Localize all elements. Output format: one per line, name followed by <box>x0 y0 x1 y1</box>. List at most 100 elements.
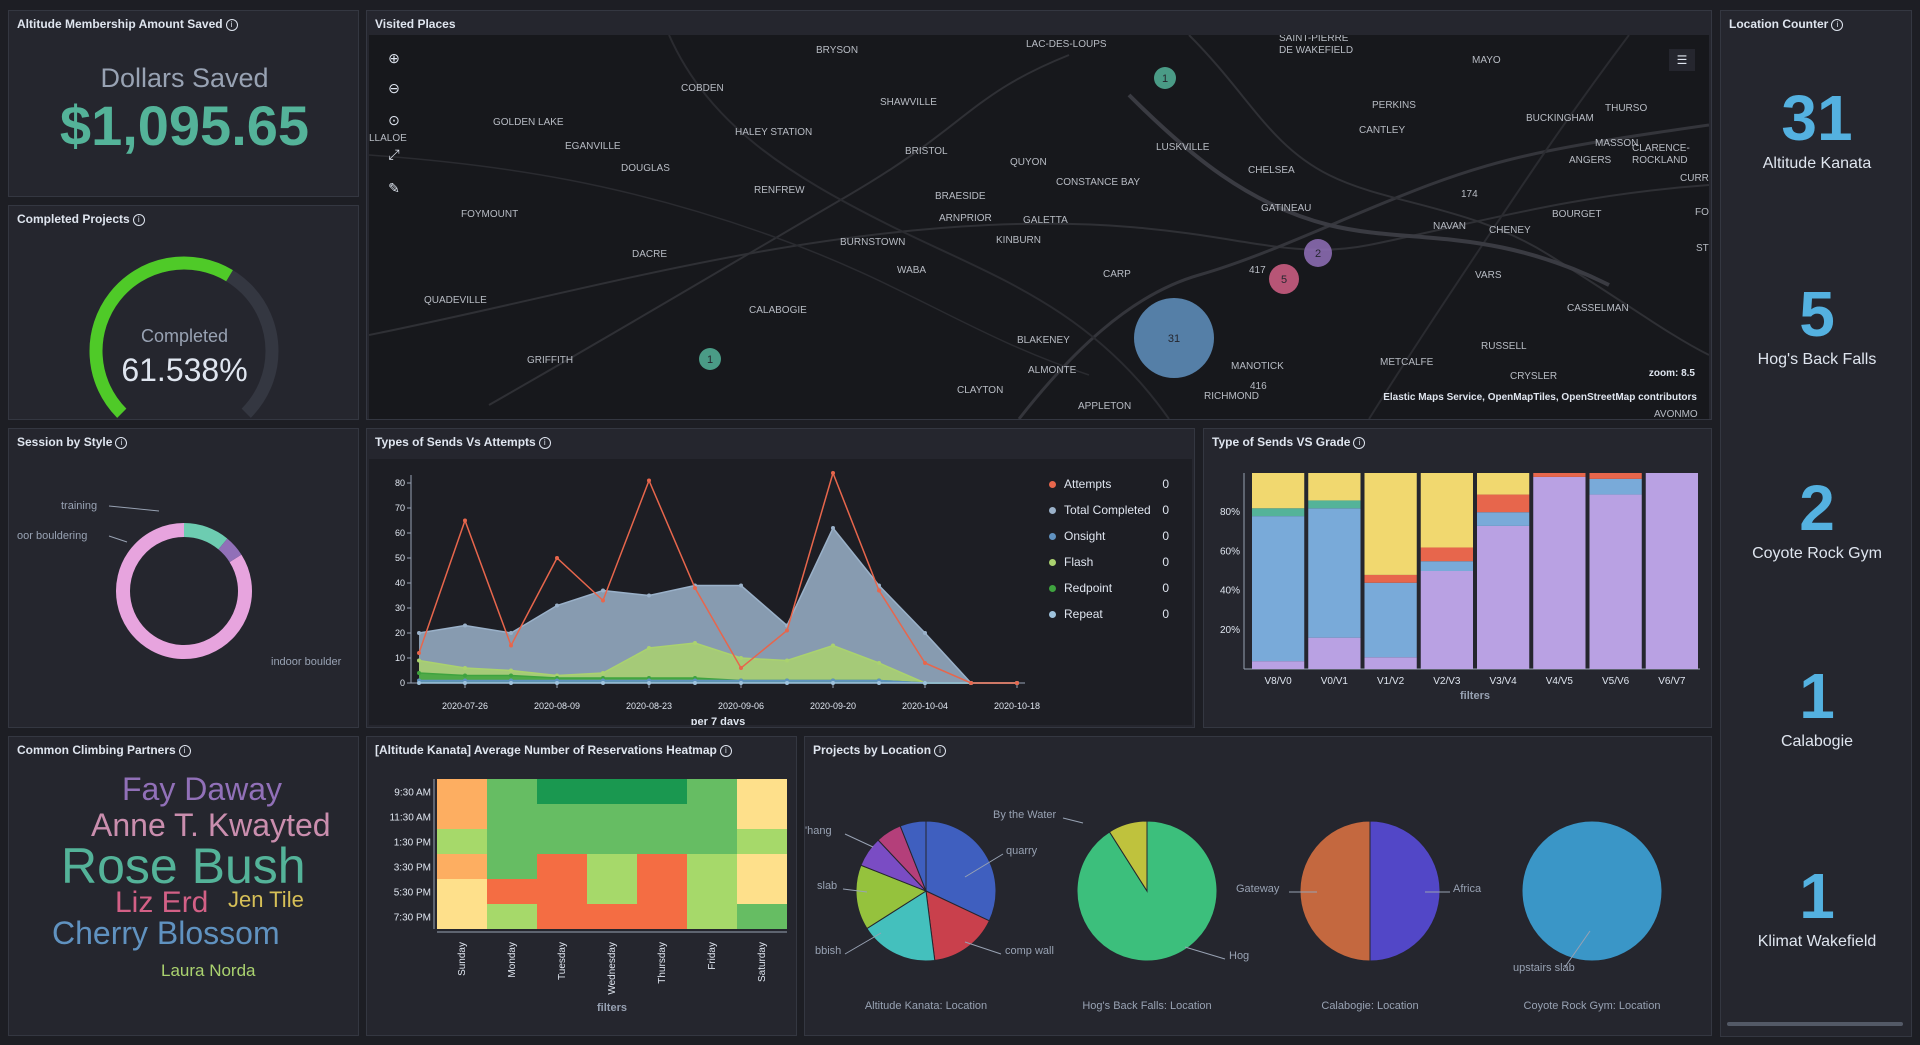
partner-word[interactable]: Laura Norda <box>161 961 256 980</box>
bar-segment[interactable] <box>1308 508 1361 638</box>
heatmap-cell[interactable] <box>487 879 537 904</box>
series-point[interactable] <box>923 631 927 635</box>
tools-icon[interactable]: ✎ <box>388 180 400 196</box>
series-point[interactable] <box>601 671 605 675</box>
pie-slice[interactable] <box>925 820 997 922</box>
heatmap-cell[interactable] <box>437 829 487 854</box>
partner-word[interactable]: Anne T. Kwayted <box>91 807 331 843</box>
heatmap-cell[interactable] <box>737 829 787 854</box>
heatmap-cell[interactable] <box>687 854 737 879</box>
series-point[interactable] <box>417 658 421 663</box>
series-point[interactable] <box>831 471 835 475</box>
heatmap-cell[interactable] <box>437 904 487 929</box>
map-cluster[interactable]: 1 <box>1154 67 1176 89</box>
series-point[interactable] <box>555 556 559 560</box>
series-point[interactable] <box>417 651 421 655</box>
series-point[interactable] <box>463 518 467 523</box>
heatmap-cell[interactable] <box>487 804 537 829</box>
bar-segment[interactable] <box>1364 657 1417 669</box>
bar-segment[interactable] <box>1364 574 1417 583</box>
bar-segment[interactable] <box>1589 494 1642 669</box>
series-point[interactable] <box>509 643 513 648</box>
series-point[interactable] <box>509 673 513 678</box>
series-point[interactable] <box>739 583 743 588</box>
series-point[interactable] <box>509 681 513 685</box>
series-point[interactable] <box>739 681 743 685</box>
series-point[interactable] <box>877 588 881 593</box>
info-icon[interactable]: i <box>1353 436 1366 449</box>
bar-segment[interactable] <box>1533 476 1586 669</box>
legend-item[interactable]: Flash 0 <box>1049 555 1169 569</box>
series-point[interactable] <box>831 526 835 530</box>
series-line[interactable] <box>418 642 1017 684</box>
series-line[interactable] <box>418 470 1017 684</box>
bar-segment[interactable] <box>1420 561 1473 571</box>
series-point[interactable] <box>693 681 697 685</box>
bar-segment[interactable] <box>1645 473 1698 669</box>
heatmap-cell[interactable] <box>737 804 787 829</box>
series-point[interactable] <box>1015 681 1019 685</box>
series-point[interactable] <box>739 666 743 670</box>
donut-slice[interactable] <box>218 538 242 563</box>
series-point[interactable] <box>923 681 927 685</box>
donut-slice[interactable] <box>116 523 252 659</box>
series-point[interactable] <box>417 671 421 675</box>
partner-word[interactable]: Jen Tile <box>228 887 304 912</box>
heatmap-cell[interactable] <box>587 879 637 904</box>
info-icon[interactable]: i <box>115 436 128 449</box>
series-point[interactable] <box>785 681 789 685</box>
series-point[interactable] <box>969 681 973 685</box>
bar-segment[interactable] <box>1477 525 1530 669</box>
series-point[interactable] <box>785 628 789 633</box>
heatmap-cell[interactable] <box>687 779 737 804</box>
heatmap-cell[interactable] <box>437 804 487 829</box>
series-point[interactable] <box>693 641 697 645</box>
heatmap-cell[interactable] <box>737 904 787 929</box>
heatmap-cell[interactable] <box>587 854 637 879</box>
heatmap-cell[interactable] <box>637 779 687 804</box>
heatmap-cell[interactable] <box>537 779 587 804</box>
series-point[interactable] <box>463 623 467 628</box>
series-point[interactable] <box>923 661 927 665</box>
heatmap-cell[interactable] <box>487 904 537 929</box>
heatmap-cell[interactable] <box>487 779 537 804</box>
legend-item[interactable]: Total Completed 0 <box>1049 503 1169 517</box>
info-icon[interactable]: i <box>1831 18 1844 31</box>
pie-slice[interactable] <box>1299 820 1371 962</box>
scrollbar[interactable] <box>1727 1022 1903 1026</box>
info-icon[interactable]: i <box>225 18 238 31</box>
heatmap-cell[interactable] <box>737 779 787 804</box>
heatmap-cell[interactable] <box>537 879 587 904</box>
heatmap-cell[interactable] <box>437 779 487 804</box>
series-point[interactable] <box>647 646 651 650</box>
map-cluster[interactable]: 2 <box>1304 239 1332 267</box>
series-point[interactable] <box>785 658 789 663</box>
heatmap-cell[interactable] <box>537 904 587 929</box>
series-point[interactable] <box>417 681 421 685</box>
series-point[interactable] <box>831 681 835 685</box>
bar-segment[interactable] <box>1420 547 1473 562</box>
bar-segment[interactable] <box>1477 494 1530 513</box>
heatmap-cell[interactable] <box>587 804 637 829</box>
info-icon[interactable]: i <box>719 744 732 757</box>
heatmap-cell[interactable] <box>587 779 637 804</box>
heatmap-cell[interactable] <box>637 804 687 829</box>
heatmap-cell[interactable] <box>537 854 587 879</box>
series-point[interactable] <box>463 666 467 670</box>
partner-word[interactable]: Liz Erd <box>115 886 209 919</box>
bar-segment[interactable] <box>1252 473 1305 509</box>
zoom-in-icon[interactable]: ⊕ <box>388 50 400 66</box>
series-line[interactable] <box>418 526 1017 684</box>
pie-slice[interactable] <box>899 820 927 892</box>
series-point[interactable] <box>601 588 605 593</box>
legend-item[interactable]: Onsight 0 <box>1049 529 1169 543</box>
heatmap-cell[interactable] <box>737 854 787 879</box>
bar-segment[interactable] <box>1420 473 1473 548</box>
bar-segment[interactable] <box>1364 582 1417 658</box>
series-point[interactable] <box>463 673 467 678</box>
heatmap-cell[interactable] <box>437 854 487 879</box>
locate-icon[interactable]: ⊙ <box>388 112 400 128</box>
series-point[interactable] <box>739 656 743 660</box>
series-point[interactable] <box>555 681 559 685</box>
heatmap-cell[interactable] <box>637 904 687 929</box>
